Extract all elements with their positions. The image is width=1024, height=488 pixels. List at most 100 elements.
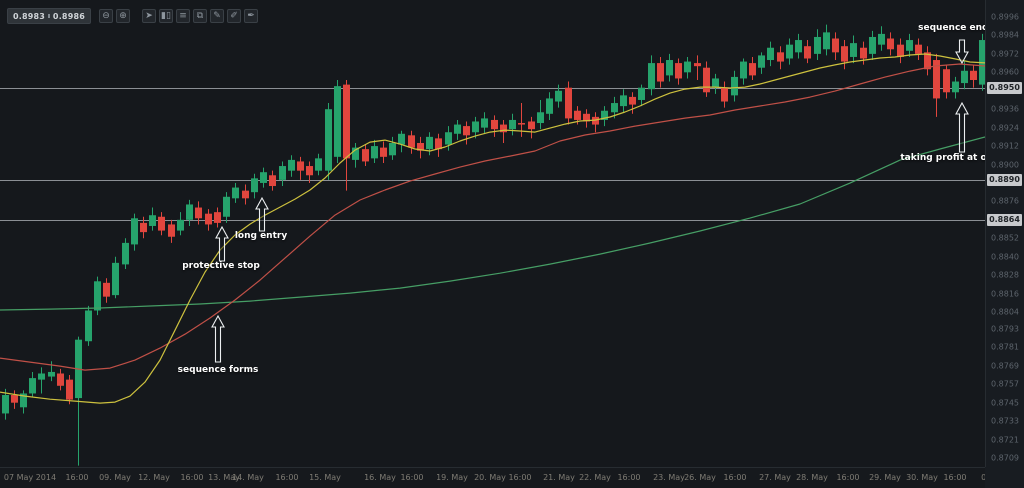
candle-body	[952, 81, 959, 93]
zoom-in-button[interactable]: ⊕	[116, 9, 130, 23]
candle	[94, 276, 101, 316]
price-level-chip: 0.8950	[987, 82, 1022, 94]
price-axis[interactable]: 0.8996 0.8984 0.8972 0.8960 0.8936 0.8924 0.89…	[985, 0, 1024, 467]
candle-body	[57, 373, 64, 386]
candle-body	[223, 196, 230, 217]
indicator-list-button[interactable]: ≡	[176, 9, 190, 23]
zoom-out-button[interactable]: ⊖	[99, 9, 113, 23]
candle	[426, 132, 433, 156]
candle	[740, 58, 747, 85]
candle	[325, 103, 332, 180]
candle-body	[721, 87, 728, 102]
candle	[131, 213, 138, 251]
candle-body	[897, 44, 904, 57]
candle	[795, 33, 802, 59]
annotation-arrow-icon	[255, 196, 269, 232]
price-tick-label: 0.8769	[991, 361, 1019, 371]
candle-body	[315, 158, 322, 171]
candle	[223, 192, 230, 223]
price-tick-label: 0.8900	[991, 160, 1019, 170]
candle-body	[186, 204, 193, 220]
candle	[906, 33, 913, 57]
candle	[214, 207, 221, 228]
candle	[103, 278, 110, 303]
candle-body	[832, 38, 839, 53]
candle	[731, 70, 738, 102]
candle	[306, 161, 313, 183]
candle-body	[168, 224, 175, 237]
slow-ma-line	[0, 136, 985, 311]
pen-tool-icon: ✎	[213, 11, 221, 21]
candle	[970, 64, 977, 88]
candle	[122, 238, 129, 270]
edit-annotation-button[interactable]: ✐	[227, 9, 241, 23]
chart-objects-button[interactable]: ⧉	[193, 9, 207, 23]
candle	[832, 32, 839, 61]
candle-body	[887, 38, 894, 50]
candle-body	[205, 213, 212, 225]
candle-body	[297, 161, 304, 171]
candle-body	[804, 46, 811, 59]
candle-body	[389, 143, 396, 156]
candle	[915, 38, 922, 61]
candle-body	[684, 61, 691, 73]
time-tick-label: 16:00	[400, 473, 424, 482]
spread-indicator-icon	[48, 14, 50, 18]
candle-body	[362, 149, 369, 162]
time-tick-label: 16:00	[65, 473, 89, 482]
brush-tool-button[interactable]: ✒	[244, 9, 258, 23]
candle-body	[85, 310, 92, 342]
candle-body	[29, 378, 36, 394]
candlestick-chart[interactable]	[0, 0, 985, 467]
pen-tool-button[interactable]: ✎	[210, 9, 224, 23]
candle-body	[481, 118, 488, 128]
price-level-chip: 0.8890	[987, 174, 1022, 186]
candle-body	[767, 47, 774, 61]
candle	[823, 24, 830, 56]
candle-body	[666, 60, 673, 76]
candles-layer	[2, 24, 985, 466]
candle-body	[398, 133, 405, 145]
candle-body	[38, 373, 45, 380]
candle-body	[509, 119, 516, 130]
candle-body	[749, 63, 756, 76]
price-tick-label: 0.8936	[991, 104, 1019, 114]
candle	[315, 153, 322, 176]
time-tick-label: 09. May	[99, 473, 131, 482]
candle	[232, 182, 239, 203]
candle	[398, 130, 405, 153]
candle	[435, 133, 442, 157]
candlestick-type-button[interactable]: ▮▯	[159, 9, 173, 23]
candle	[620, 89, 627, 113]
candle-body	[758, 55, 765, 68]
candle	[140, 216, 147, 239]
price-tick-label: 0.8960	[991, 67, 1019, 77]
indicator-list-icon: ≡	[179, 11, 187, 21]
candle	[601, 106, 608, 127]
price-tick-label: 0.8757	[991, 379, 1019, 389]
chart-region[interactable]: sequence forms protective stop long entry t…	[0, 0, 1006, 467]
candle	[371, 139, 378, 163]
chart-toolbar: 0.8983 0.8986 ⊖ ⊕ ➤ ▮▯ ≡ ⧉ ✎ ✐ ✒	[7, 8, 261, 24]
candle	[352, 143, 359, 168]
candle-body	[103, 282, 110, 297]
pointer-tool-button[interactable]: ➤	[142, 9, 156, 23]
candle-body	[518, 123, 525, 125]
candle-body	[306, 166, 313, 176]
time-tick-label: 14. May	[232, 473, 264, 482]
candle-body	[924, 52, 931, 70]
candle	[177, 212, 184, 236]
candle-body	[860, 47, 867, 59]
candle	[288, 155, 295, 177]
time-axis[interactable]: 07 May 2014 16:00 09. May 12. May 16:00 13. M…	[0, 467, 1024, 488]
candle-body	[2, 395, 9, 414]
price-tick-label: 0.8984	[991, 30, 1019, 40]
candle	[850, 35, 857, 64]
zoom-out-icon: ⊖	[102, 11, 110, 21]
candle	[66, 375, 73, 405]
candle-body	[288, 159, 295, 171]
candle	[675, 58, 682, 85]
candle	[869, 30, 876, 61]
candle-body	[177, 219, 184, 231]
